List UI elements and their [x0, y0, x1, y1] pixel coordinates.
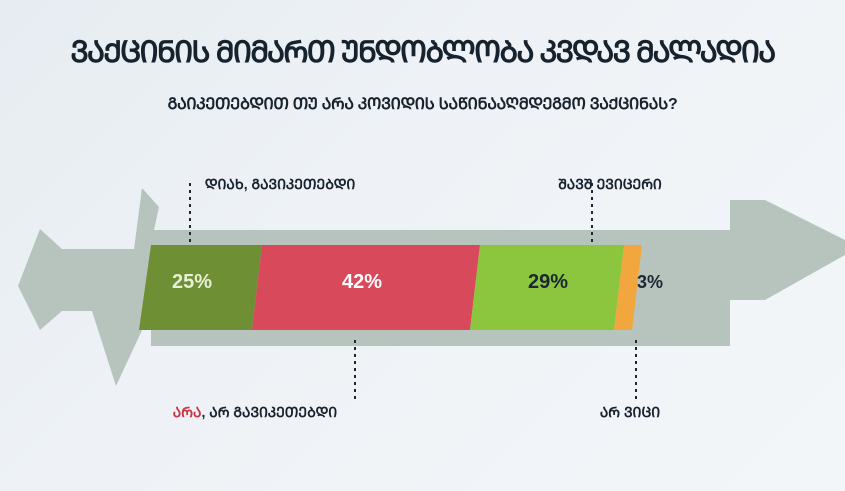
svg-text:29%: 29% — [528, 271, 568, 293]
svg-text:42%: 42% — [342, 271, 382, 293]
svg-text:25%: 25% — [172, 271, 212, 293]
svg-text:3%: 3% — [637, 272, 663, 292]
